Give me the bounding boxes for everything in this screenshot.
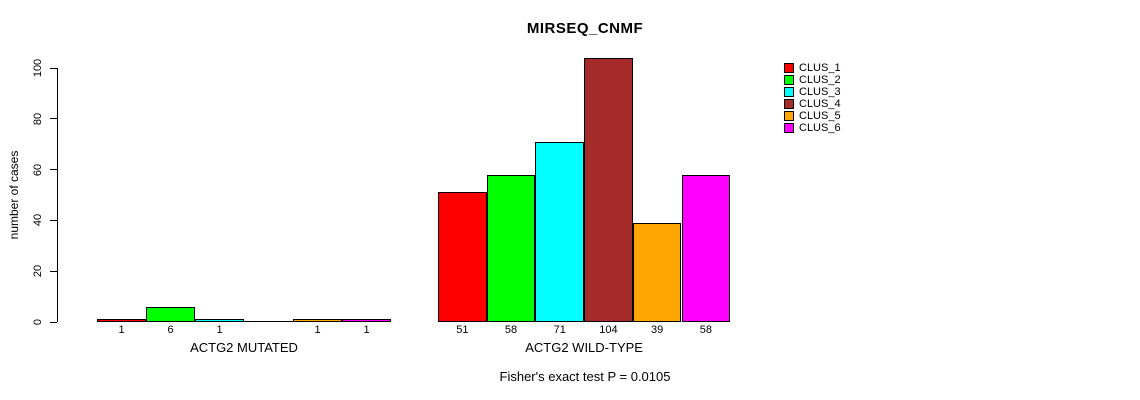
legend-row: CLUS_6 — [784, 122, 841, 134]
bar-value-label: 1 — [216, 324, 223, 336]
bar-value-label: 58 — [504, 324, 518, 336]
bar-value-label: 71 — [553, 324, 566, 336]
legend-swatch — [784, 111, 794, 121]
legend-swatch — [784, 99, 794, 109]
y-tick-mark — [50, 67, 57, 69]
bar — [632, 223, 682, 322]
legend-label: CLUS_3 — [799, 86, 841, 98]
y-tick-mark — [50, 321, 57, 323]
legend-row: CLUS_4 — [784, 98, 841, 110]
bar-zero-line — [244, 321, 293, 322]
y-axis-line — [57, 68, 58, 322]
bar-value-label: 1 — [314, 324, 321, 336]
legend-swatch — [784, 75, 794, 85]
bar-value-label: 51 — [456, 324, 469, 336]
group-axis-label: ACTG2 MUTATED — [190, 340, 298, 355]
bar-value-label: 58 — [699, 324, 712, 336]
bar — [584, 58, 633, 322]
y-tick-mark — [50, 169, 57, 171]
bar-value-label: 104 — [599, 324, 618, 336]
legend-swatch — [784, 87, 794, 97]
legend-row: CLUS_5 — [784, 110, 841, 122]
legend-label: CLUS_1 — [799, 62, 841, 74]
bar-value-label: 39 — [651, 324, 664, 336]
y-tick-label: 80 — [32, 112, 44, 125]
legend-label: CLUS_2 — [799, 74, 841, 86]
legend-swatch — [784, 123, 794, 133]
bar — [681, 175, 731, 322]
bar — [146, 307, 195, 322]
y-tick-mark — [50, 118, 57, 120]
y-axis-title: number of cases — [7, 150, 21, 240]
y-tick-mark — [50, 270, 57, 272]
legend-label: CLUS_5 — [799, 110, 841, 122]
y-tick-label: 60 — [32, 163, 44, 176]
bar — [97, 319, 146, 322]
legend-row: CLUS_2 — [784, 74, 841, 86]
legend-row: CLUS_1 — [784, 62, 841, 74]
bar — [535, 142, 585, 322]
bar — [438, 192, 487, 322]
bar-value-label: 1 — [363, 324, 370, 336]
y-tick-label: 40 — [32, 214, 44, 227]
legend-label: CLUS_4 — [799, 98, 841, 110]
y-tick-label: 20 — [32, 265, 44, 278]
bar — [486, 175, 536, 322]
bar — [195, 319, 244, 322]
legend-label: CLUS_6 — [799, 122, 841, 134]
y-tick-label: 0 — [32, 318, 44, 326]
legend-swatch — [784, 63, 794, 73]
y-tick-label: 100 — [32, 58, 44, 78]
group-axis-label: ACTG2 WILD-TYPE — [525, 340, 643, 355]
legend: CLUS_1 CLUS_2 CLUS_3 CLUS_4 CLUS_5 CLUS_6 — [784, 62, 841, 134]
bar-value-label: 6 — [167, 324, 174, 336]
bar-value-label: 1 — [118, 324, 125, 336]
bar — [342, 319, 391, 322]
y-tick-mark — [50, 219, 57, 221]
legend-row: CLUS_3 — [784, 86, 841, 98]
chart-title: MIRSEQ_CNMF — [526, 20, 644, 37]
bar — [293, 319, 342, 322]
footer-stat-note: Fisher's exact test P = 0.0105 — [499, 369, 671, 384]
